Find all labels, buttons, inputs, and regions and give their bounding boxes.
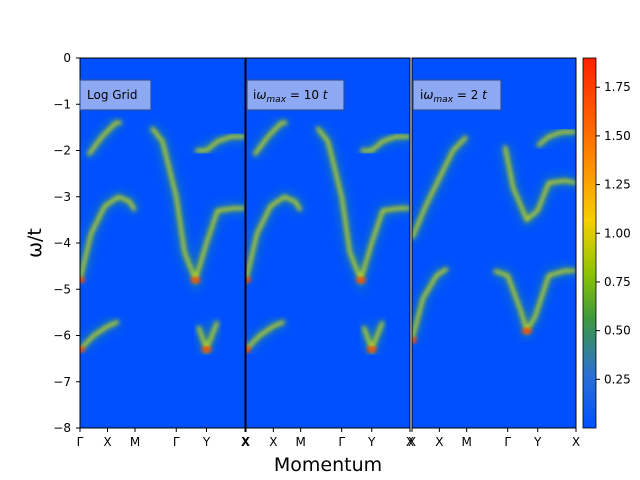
panel-2-band-4	[536, 130, 576, 148]
colorbar-tick-label: 1.75	[604, 80, 631, 94]
x-tick-label: X	[435, 435, 443, 449]
x-tick-label: Γ	[173, 435, 180, 449]
y-axis-label: ω/t	[24, 228, 46, 258]
y-tick-label: −8	[53, 421, 71, 435]
panel-0-label-box: Log Grid	[79, 79, 152, 111]
panel-1-label-box: iωmax = 10 t	[246, 79, 345, 111]
panel-0-bands	[80, 118, 245, 363]
panel-1-band-1	[246, 319, 285, 351]
y-axis: 0 −1 −2 −3 −4 −5 −6 −7 −8	[53, 51, 80, 435]
panel-0-background	[80, 58, 245, 428]
panel-1-band-5	[360, 134, 410, 153]
panel-0-band-0	[80, 194, 137, 281]
x-tick-label: M	[130, 435, 140, 449]
panel-1-band-3-peak	[355, 277, 366, 283]
panel-1-band-4-peak	[366, 346, 377, 353]
colorbar-tick-label: 1.25	[604, 178, 631, 192]
panel-0-band-1-peak	[80, 346, 85, 353]
panel-0-band-4-peak	[201, 346, 212, 353]
y-tick-label: −4	[53, 236, 71, 250]
colorbar: 0.25 0.50 0.75 1.00 1.25 1.50 1.75	[582, 57, 631, 429]
y-tick-label: −5	[53, 282, 71, 296]
x-tick-label: X	[103, 435, 111, 449]
colorbar-gradient	[582, 57, 597, 429]
panel-1-frame	[245, 57, 411, 429]
x-tick-label: Y	[202, 435, 211, 449]
x-tick-label: Γ	[77, 435, 84, 449]
panel-0-band-3-peak	[190, 277, 201, 283]
x-tick-label: X	[242, 435, 250, 449]
panel-2-band-3-peak	[521, 327, 532, 334]
panel-1-band-0-peak	[246, 277, 251, 283]
panel-1-band-1-peak	[246, 346, 251, 353]
x-axis: Γ X M Γ Y XX X M Γ Y XX X M Γ Y X	[77, 428, 580, 449]
y-tick-label: −1	[53, 97, 71, 111]
colorbar-tick-label: 0.50	[604, 324, 631, 338]
panel-1-band-0	[246, 194, 303, 281]
panel-2-band-2	[503, 145, 576, 223]
panel-0-band-1	[80, 319, 120, 351]
x-tick-label: X	[572, 435, 580, 449]
panel-2-band-0	[412, 135, 468, 240]
panel-1-bands	[246, 118, 410, 363]
panel-2-band-3	[493, 269, 576, 336]
x-tick-label: M	[295, 435, 305, 449]
panel-1-band-2	[252, 121, 287, 157]
x-tick-label: X	[269, 435, 277, 449]
panel-0-band-2	[86, 121, 122, 157]
panel-0-band-5	[195, 134, 245, 153]
colorbar-tick-label: 0.25	[604, 372, 631, 386]
panel-1: iωmax = 10 t	[245, 57, 411, 429]
panel-1-background	[246, 58, 410, 428]
x-tick-label: X	[406, 435, 414, 449]
panel-2-band-1	[412, 266, 449, 341]
panel-2-label: iωmax = 2 t	[420, 88, 488, 105]
panel-2-bands	[412, 127, 576, 344]
x-tick-label: M	[461, 435, 471, 449]
y-tick-label: −7	[53, 375, 71, 389]
x-tick-label: Γ	[504, 435, 511, 449]
panel-0-band-0-peak	[80, 277, 85, 283]
panel-0-label: Log Grid	[87, 88, 137, 102]
colorbar-tick-label: 1.50	[604, 129, 631, 143]
x-tick-label: Γ	[338, 435, 345, 449]
x-tick-label: X	[241, 435, 249, 449]
colorbar-tick-label: 1.00	[604, 226, 631, 240]
x-axis-label: Momentum	[274, 454, 382, 476]
colorbar-tick-label: 0.75	[604, 275, 631, 289]
panel-0: Log Grid	[79, 57, 246, 429]
y-tick-label: 0	[63, 51, 71, 65]
y-tick-label: −2	[53, 144, 71, 158]
panel-2-frame	[411, 57, 577, 429]
colorbar-ticks: 0.25 0.50 0.75 1.00 1.25 1.50 1.75	[596, 80, 631, 386]
panel-2-background	[412, 58, 576, 428]
panel-2: iωmax = 2 t	[411, 57, 577, 429]
y-tick-label: −3	[53, 190, 71, 204]
x-tick-label: X	[408, 435, 416, 449]
panel-1-label: iωmax = 10 t	[253, 88, 329, 105]
panel-2-label-box: iωmax = 2 t	[412, 79, 502, 111]
y-tick-label: −6	[53, 329, 71, 343]
x-tick-label: Y	[533, 435, 542, 449]
x-tick-label: Y	[367, 435, 376, 449]
panel-2-band-1-peak	[412, 337, 417, 344]
